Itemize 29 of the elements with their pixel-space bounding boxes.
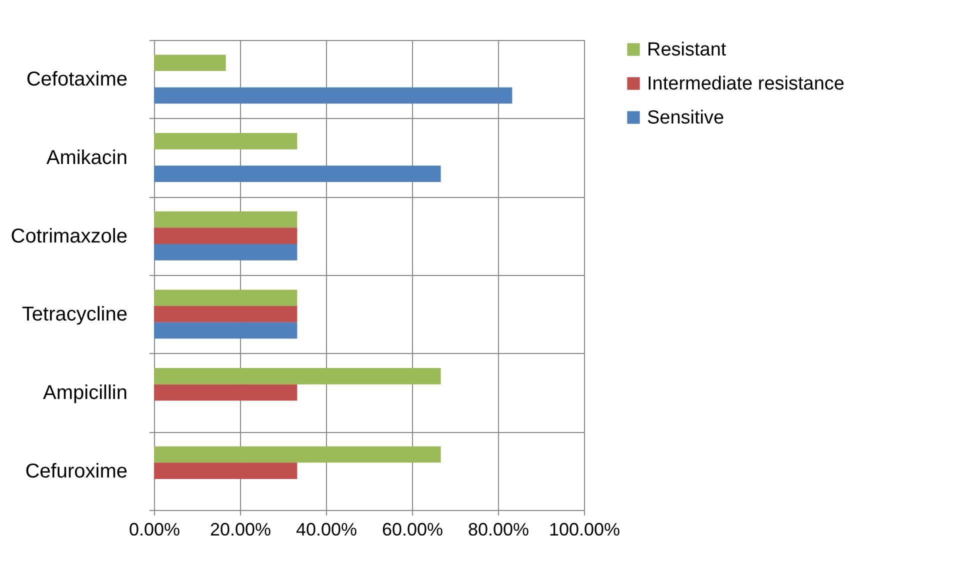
bar: [154, 306, 298, 322]
bar: [154, 384, 298, 401]
y-tick-label: Cefuroxime: [25, 460, 128, 482]
y-tick-label: Ampicillin: [43, 382, 128, 404]
bar: [154, 211, 298, 228]
y-tick-label: Tetracycline: [22, 304, 128, 326]
x-tick-label: 40.00%: [296, 520, 358, 540]
y-tick-label: Amikacin: [46, 147, 128, 169]
bar: [154, 54, 226, 72]
bar: [154, 446, 441, 463]
bar: [154, 244, 298, 260]
legend-label: Intermediate resistance: [647, 74, 844, 94]
x-tick-label: 80.00%: [468, 520, 530, 540]
x-tick-label: 60.00%: [382, 520, 444, 540]
y-tick-label: Cotrimaxzole: [10, 225, 128, 248]
y-tick-label: Cefotaxime: [26, 68, 128, 91]
bar: [154, 368, 441, 384]
bar: [154, 133, 298, 150]
bar: [154, 322, 298, 339]
bar: [154, 228, 298, 244]
bar: [154, 166, 441, 182]
bar: [154, 290, 298, 306]
legend-label: Sensitive: [647, 108, 724, 128]
bar: [154, 462, 298, 479]
legend-label: Resistant: [647, 40, 727, 60]
x-tick-label: 20.00%: [210, 520, 272, 540]
x-tick-label: 100.00%: [548, 520, 620, 540]
bar: [154, 87, 512, 104]
x-tick-label: 0.00%: [128, 520, 180, 540]
